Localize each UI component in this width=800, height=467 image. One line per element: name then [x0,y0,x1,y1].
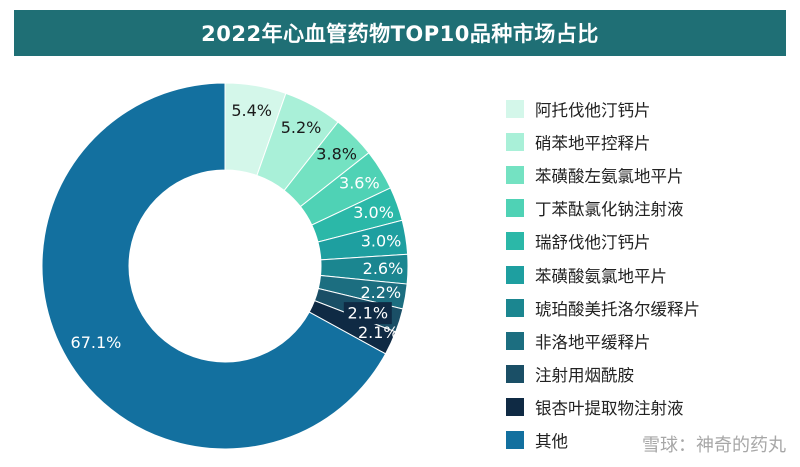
watermark-text: 雪球：神奇的药丸 [642,435,786,456]
legend-swatch [506,265,524,284]
donut-slices [41,82,409,450]
data-label-5: 3.0% [353,203,394,222]
legend-label: 银杏叶提取物注射液 [535,399,684,419]
chart-title: 2022年心血管药物TOP10品种市场占比 [14,10,786,56]
legend-item: 非洛地平缓释片 [506,324,786,357]
legend-item: 瑞舒伐他汀钙片 [506,225,786,258]
data-label-1: 5.4% [231,101,272,120]
legend-item: 硝苯地平控释片 [506,125,786,158]
legend-label: 瑞舒伐他汀钙片 [535,233,651,253]
legend-item: 银杏叶提取物注射液 [506,391,786,424]
legend-swatch [506,99,524,118]
legend-item: 其他 [506,424,786,457]
legend-swatch [506,365,524,384]
legend-swatch [506,331,524,350]
legend-item: 苯磺酸氨氯地平片 [506,258,786,291]
legend-item: 阿托伐他汀钙片 [506,92,786,125]
data-label-4: 3.6% [339,173,380,192]
legend-swatch [506,398,524,417]
legend-swatch [506,132,524,151]
data-label-10: 2.1% [358,323,399,342]
data-label-11: 67.1% [71,333,122,352]
data-label-3: 3.8% [316,145,357,164]
data-label-6: 3.0% [361,232,402,251]
legend-swatch [506,232,524,251]
legend-label: 非洛地平缓释片 [535,332,651,352]
data-label-8: 2.2% [360,283,401,302]
legend-label: 琥珀酸美托洛尔缓释片 [535,299,700,319]
data-label-7: 2.6% [363,259,404,278]
legend-label: 苯磺酸左氨氯地平片 [535,166,684,186]
data-label-2: 5.2% [281,118,322,137]
legend-item: 苯磺酸左氨氯地平片 [506,158,786,191]
legend-label: 注射用烟酰胺 [535,366,634,386]
legend-item: 注射用烟酰胺 [506,358,786,391]
donut-slice-11 [41,82,387,450]
data-labels: 5.4% 5.2% 3.8% 3.6% 3.0% 3.0% 2.6% 2.2% 2.1%2.1%… [71,101,404,352]
chart-legend: 阿托伐他汀钙片 硝苯地平控释片苯磺酸左氨氯地平片 丁苯酞氯化钠注射液 瑞舒伐他汀钙片苯… [506,92,786,457]
legend-label: 阿托伐他汀钙片 [535,100,651,120]
legend-item: 丁苯酞氯化钠注射液 [506,192,786,225]
legend-label: 其他 [535,432,568,452]
legend-label: 丁苯酞氯化钠注射液 [535,200,684,220]
legend-label: 苯磺酸氨氯地平片 [535,266,667,286]
legend-swatch [506,298,524,317]
legend-swatch [506,431,524,450]
legend-swatch [506,199,524,218]
data-label-9: 2.1% [347,304,388,323]
data-label-bg [343,302,392,325]
legend-swatch [506,165,524,184]
legend-item: 琥珀酸美托洛尔缓释片 [506,291,786,324]
legend-label: 硝苯地平控释片 [535,133,651,153]
